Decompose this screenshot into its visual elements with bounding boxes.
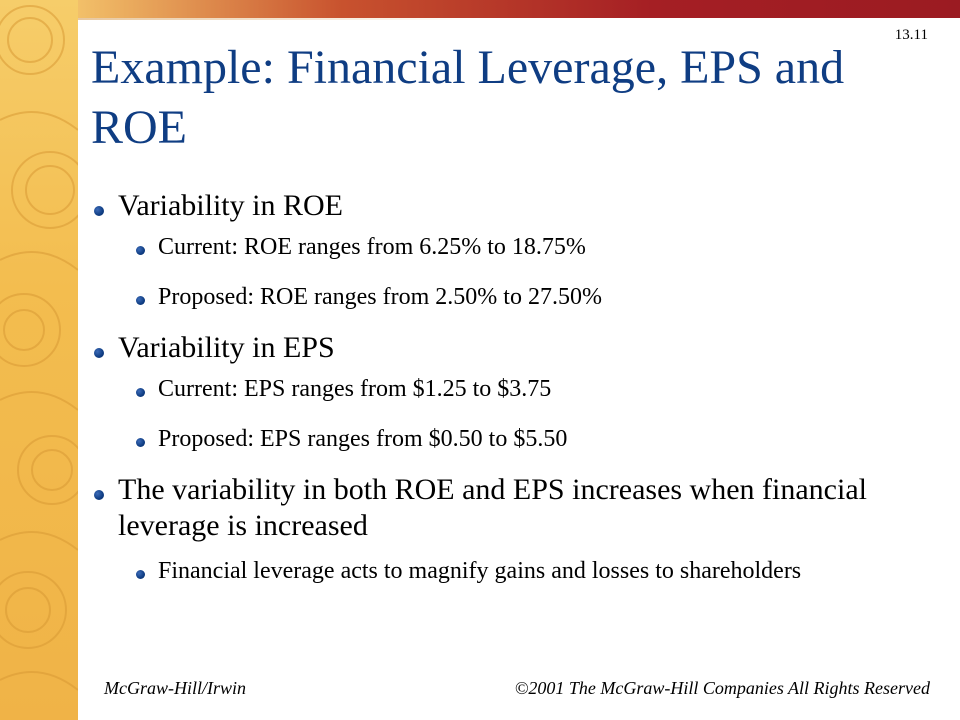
slide-title: Example: Financial Leverage, EPS and ROE bbox=[91, 41, 845, 154]
sub-bullet-text: Proposed: ROE ranges from 2.50% to 27.50… bbox=[158, 284, 602, 310]
bullet-dot-icon bbox=[94, 348, 104, 358]
decorative-top-bar bbox=[78, 0, 960, 18]
sub-bullet-item: Financial leverage acts to magnify gains… bbox=[90, 556, 928, 586]
bullet-dot-icon bbox=[136, 246, 145, 255]
bullet-dot-icon bbox=[136, 438, 145, 447]
globe-pattern-icon bbox=[0, 5, 78, 691]
sub-bullet-item: Current: ROE ranges from 6.25% to 18.75% bbox=[90, 232, 940, 262]
footer-publisher: McGraw-Hill/Irwin bbox=[104, 678, 246, 698]
bullet-dot-icon bbox=[136, 388, 145, 397]
sub-bullet-text: Proposed: EPS ranges from $0.50 to $5.50 bbox=[158, 426, 568, 452]
sub-bullet-item: Current: EPS ranges from $1.25 to $3.75 bbox=[90, 374, 940, 404]
bullet-dot-icon bbox=[94, 206, 104, 216]
sub-bullet-text: Financial leverage acts to magnify gains… bbox=[158, 558, 802, 584]
bullet-item: The variability in both ROE and EPS incr… bbox=[90, 472, 918, 544]
decorative-side-bar bbox=[0, 0, 78, 720]
footer-copyright: ©2001 The McGraw-Hill Companies All Righ… bbox=[514, 678, 930, 698]
bullet-text: Variability in ROE bbox=[118, 189, 343, 222]
sub-bullet-text: Current: EPS ranges from $1.25 to $3.75 bbox=[158, 376, 552, 402]
bullet-item: Variability in EPS bbox=[90, 330, 940, 366]
bullet-list: Variability in ROE Current: ROE ranges f… bbox=[90, 188, 940, 586]
slide-number: 13.11 bbox=[894, 27, 928, 43]
bullet-dot-icon bbox=[136, 570, 145, 579]
sub-bullet-item: Proposed: ROE ranges from 2.50% to 27.50… bbox=[90, 282, 940, 312]
bullet-item: Variability in ROE bbox=[90, 188, 940, 224]
bullet-text: The variability in both ROE and EPS incr… bbox=[118, 473, 867, 542]
bullet-dot-icon bbox=[94, 490, 104, 500]
sub-bullet-item: Proposed: EPS ranges from $0.50 to $5.50 bbox=[90, 424, 940, 454]
decorative-top-line bbox=[78, 18, 478, 20]
sub-bullet-text: Current: ROE ranges from 6.25% to 18.75% bbox=[158, 234, 586, 260]
bullet-text: Variability in EPS bbox=[118, 331, 335, 364]
bullet-dot-icon bbox=[136, 296, 145, 305]
